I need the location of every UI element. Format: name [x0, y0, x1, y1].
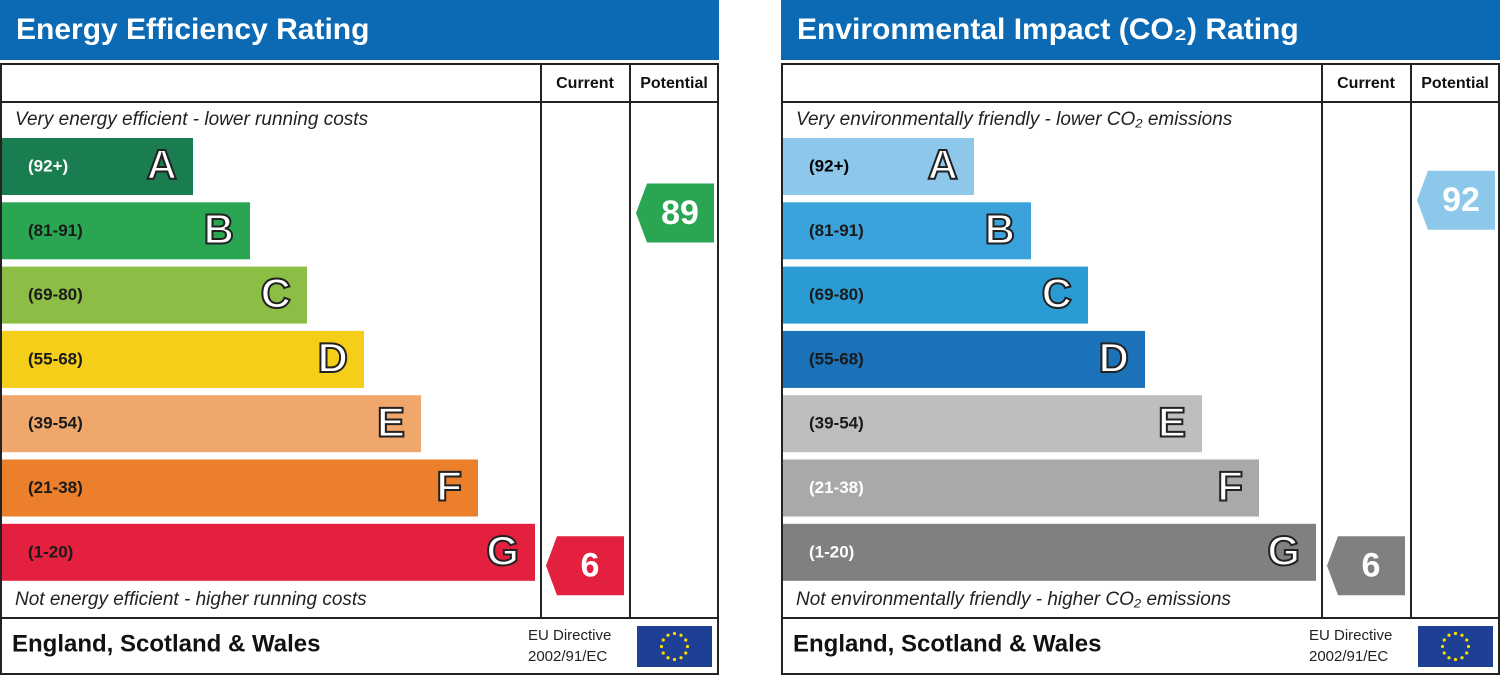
- footer-directive: 2002/91/EC: [528, 648, 607, 665]
- eu-star: [1460, 656, 1464, 660]
- rating-value: 6: [581, 547, 600, 585]
- rating-arrow: [1417, 170, 1495, 230]
- eu-star: [684, 638, 688, 642]
- table-border: [0, 63, 719, 675]
- rating-band: [783, 395, 1202, 453]
- table-border: [781, 63, 1500, 675]
- band-letter: B: [204, 205, 234, 252]
- rating-band: [783, 202, 1031, 260]
- band-letter: F: [1217, 463, 1243, 510]
- footer-directive: 2002/91/EC: [1309, 648, 1388, 665]
- rating-panel: Energy Efficiency Rating Current Potential…: [0, 0, 719, 675]
- band-range: (39-54): [28, 414, 83, 433]
- rating-value: 92: [1442, 181, 1480, 219]
- band-range: (92+): [809, 156, 849, 175]
- footer-directive: EU Directive: [1309, 627, 1392, 644]
- footer-directive: EU Directive: [528, 627, 611, 644]
- band-range: (69-80): [809, 285, 864, 304]
- band-letter: G: [1267, 527, 1300, 574]
- band-range: (81-91): [28, 221, 83, 240]
- band-range: (21-38): [809, 478, 864, 497]
- eu-star: [1466, 644, 1471, 649]
- rating-band: [2, 266, 307, 324]
- rating-band: [2, 138, 193, 195]
- eu-star: [685, 644, 690, 649]
- eu-star: [1460, 633, 1464, 637]
- band-range: (55-68): [28, 349, 83, 368]
- rating-band: [2, 459, 478, 517]
- band-range: (69-80): [28, 285, 83, 304]
- band-range: (55-68): [809, 349, 864, 368]
- eu-star: [1442, 651, 1446, 655]
- band-letter: A: [147, 141, 177, 188]
- rating-arrow: [546, 536, 624, 596]
- eu-star: [1447, 656, 1451, 660]
- band-letter: C: [1042, 270, 1072, 317]
- band-letter: E: [377, 398, 405, 445]
- band-range: (21-38): [28, 478, 83, 497]
- eu-star: [1442, 638, 1446, 642]
- band-range: (1-20): [28, 542, 73, 561]
- rating-band: [783, 138, 974, 195]
- band-range: (39-54): [809, 414, 864, 433]
- eu-star: [1453, 657, 1458, 662]
- eu-star: [1465, 651, 1469, 655]
- eu-star: [1440, 644, 1445, 649]
- column-header: Potential: [1421, 75, 1489, 92]
- band-range: (81-91): [809, 221, 864, 240]
- eu-star: [684, 651, 688, 655]
- eu-star: [672, 657, 677, 662]
- band-letter: E: [1158, 398, 1186, 445]
- panel-title: Energy Efficiency Rating: [16, 13, 369, 46]
- band-letter: B: [985, 205, 1015, 252]
- band-letter: G: [486, 527, 519, 574]
- top-text: Very environmentally friendly - lower CO…: [796, 109, 1233, 130]
- rating-panel: Environmental Impact (CO₂) Rating Current…: [781, 0, 1500, 675]
- eu-star: [661, 651, 665, 655]
- rating-value: 6: [1362, 547, 1381, 585]
- rating-band: [783, 266, 1088, 324]
- eu-star: [679, 633, 683, 637]
- footer-region: England, Scotland & Wales: [12, 630, 320, 657]
- column-header: Current: [556, 75, 614, 92]
- eu-star: [659, 644, 664, 649]
- band-letter: F: [436, 463, 462, 510]
- panel-title: Environmental Impact (CO₂) Rating: [797, 13, 1299, 46]
- rating-band: [783, 459, 1259, 517]
- eu-star: [679, 656, 683, 660]
- eu-star: [1465, 638, 1469, 642]
- band-letter: D: [1099, 334, 1129, 381]
- eu-star: [1447, 633, 1451, 637]
- rating-value: 89: [661, 194, 699, 232]
- rating-arrow: [636, 183, 714, 243]
- band-letter: A: [928, 141, 958, 188]
- rating-band: [2, 523, 535, 581]
- footer-region: England, Scotland & Wales: [793, 630, 1101, 657]
- bottom-text: Not energy efficient - higher running co…: [15, 589, 367, 610]
- column-header: Current: [1337, 75, 1395, 92]
- eu-star: [666, 633, 670, 637]
- rating-band: [783, 523, 1316, 581]
- band-range: (1-20): [809, 542, 854, 561]
- bottom-text: Not environmentally friendly - higher CO…: [796, 589, 1231, 610]
- eu-star: [666, 656, 670, 660]
- band-range: (92+): [28, 156, 68, 175]
- rating-band: [2, 395, 421, 453]
- rating-arrow: [1327, 536, 1405, 596]
- eu-star: [661, 638, 665, 642]
- top-text: Very energy efficient - lower running co…: [15, 109, 369, 130]
- column-header: Potential: [640, 75, 708, 92]
- title-bar: [0, 0, 719, 60]
- title-bar: [781, 0, 1500, 60]
- band-letter: C: [261, 270, 291, 317]
- rating-band: [2, 202, 250, 260]
- eu-star: [672, 631, 677, 636]
- rating-band: [2, 330, 364, 388]
- band-letter: D: [318, 334, 348, 381]
- eu-star: [1453, 631, 1458, 636]
- rating-band: [783, 330, 1145, 388]
